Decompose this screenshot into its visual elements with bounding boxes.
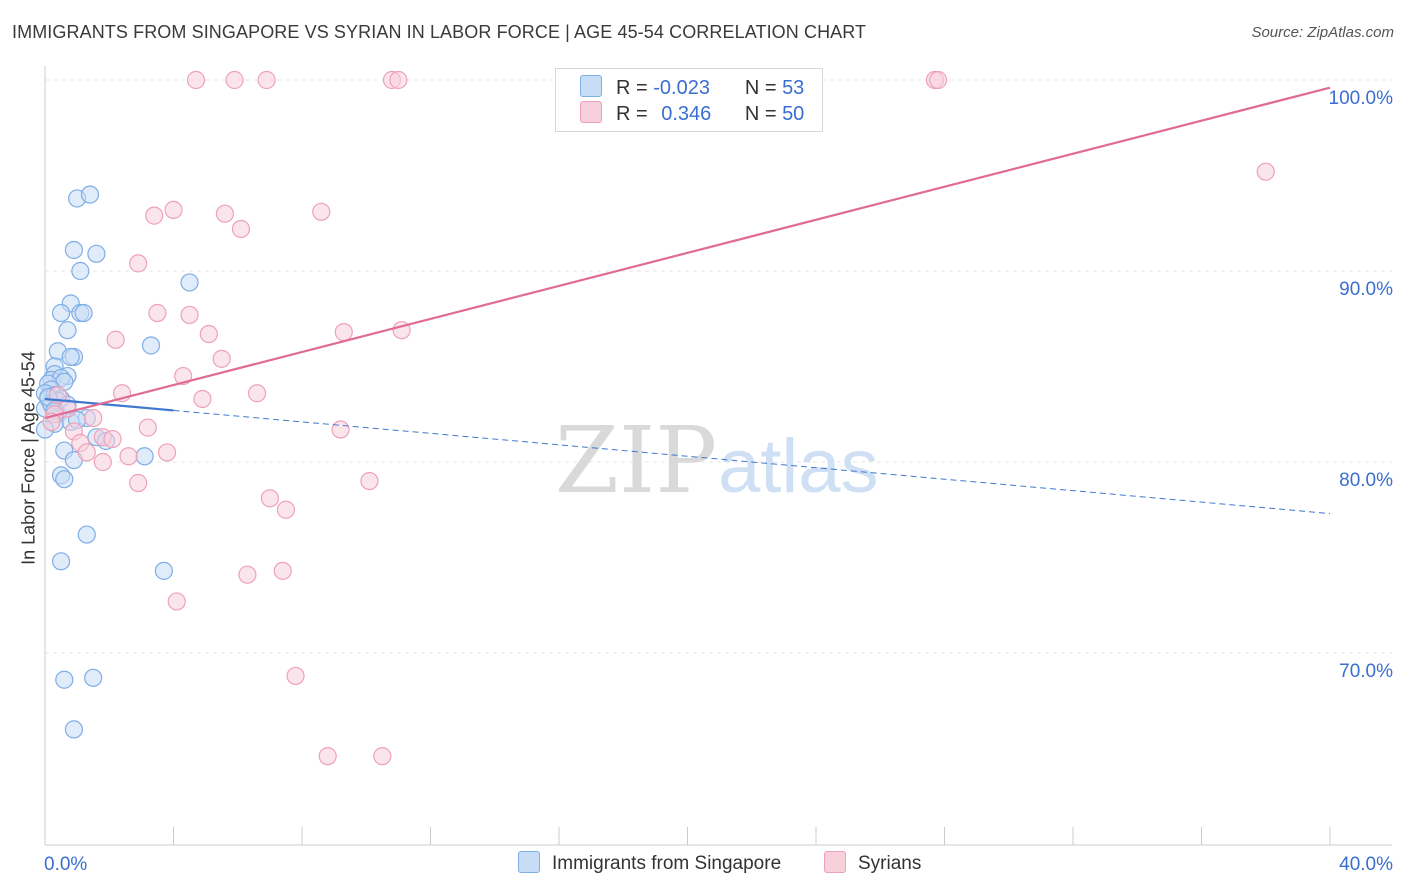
point-singapore-38 bbox=[135, 447, 154, 466]
axes bbox=[44, 66, 1392, 846]
point-syrians-0 bbox=[186, 70, 206, 90]
point-syrians-10 bbox=[215, 204, 234, 223]
point-singapore-4 bbox=[71, 261, 90, 281]
x-tick-label-max: 40.0% bbox=[1339, 854, 1393, 875]
point-singapore-11 bbox=[141, 336, 161, 355]
point-singapore-45 bbox=[84, 668, 103, 687]
point-syrians-17 bbox=[199, 324, 218, 344]
point-syrians-37 bbox=[157, 443, 177, 462]
y-tick-label-100: 100.0% bbox=[1329, 88, 1394, 109]
bottom-legend-label-singapore: Immigrants from Singapore bbox=[552, 853, 782, 874]
stats-legend: R = -0.023 N = 53 R = 0.346 N = 50 bbox=[555, 68, 823, 132]
bottom-legend-swatch-syrians bbox=[824, 851, 846, 873]
legend-n-label: N = bbox=[744, 103, 777, 125]
legend-n-label: N = bbox=[744, 77, 777, 99]
bottom-legend-syrians: Syrians bbox=[824, 851, 921, 875]
point-syrians-21 bbox=[174, 366, 193, 386]
point-syrians-44 bbox=[273, 561, 292, 580]
point-syrians-14 bbox=[148, 303, 167, 323]
point-syrians-8 bbox=[164, 200, 183, 219]
point-syrians-31 bbox=[331, 420, 350, 439]
point-syrians-43 bbox=[276, 500, 296, 519]
point-syrians-46 bbox=[167, 592, 186, 611]
point-syrians-39 bbox=[93, 452, 112, 472]
point-singapore-14 bbox=[61, 347, 80, 367]
y-tick-label-80: 80.0% bbox=[1339, 470, 1393, 491]
x-tick-label-min: 0.0% bbox=[44, 854, 87, 875]
point-singapore-10 bbox=[58, 321, 77, 340]
point-syrians-40 bbox=[360, 472, 379, 491]
point-syrians-47 bbox=[286, 666, 305, 686]
point-syrians-41 bbox=[129, 473, 148, 493]
point-singapore-5 bbox=[180, 273, 199, 292]
point-syrians-48 bbox=[318, 747, 337, 766]
legend-swatch-singapore bbox=[580, 75, 602, 97]
point-syrians-42 bbox=[260, 489, 279, 508]
trend-line-singapore-solid bbox=[44, 397, 174, 412]
legend-n-value-syrians: 50 bbox=[782, 103, 805, 125]
point-syrians-38 bbox=[77, 443, 96, 462]
trend-line-singapore-dashed bbox=[173, 409, 1331, 515]
point-syrians-7 bbox=[1256, 162, 1275, 181]
legend-row-syrians: R = 0.346 N = 50 bbox=[580, 101, 804, 127]
legend-r-label: R = bbox=[616, 77, 648, 99]
tick-labels: 70.0% 80.0% 90.0% 100.0% 0.0% 40.0% bbox=[44, 88, 1393, 875]
legend-n-value-singapore: 53 bbox=[782, 77, 805, 99]
trend-line-syrians bbox=[44, 86, 1331, 420]
point-syrians-23 bbox=[247, 384, 267, 403]
chart-title: IMMIGRANTS FROM SINGAPORE VS SYRIAN IN L… bbox=[12, 22, 867, 42]
bottom-legend-label-syrians: Syrians bbox=[858, 853, 922, 874]
point-syrians-20 bbox=[212, 349, 231, 368]
watermark: ZIP atlas bbox=[555, 407, 879, 514]
point-singapore-46 bbox=[64, 720, 84, 739]
point-singapore-40 bbox=[55, 470, 74, 489]
point-syrians-11 bbox=[312, 202, 331, 221]
point-singapore-42 bbox=[51, 552, 71, 571]
point-syrians-18 bbox=[334, 323, 353, 342]
point-syrians-15 bbox=[180, 305, 199, 325]
point-syrians-9 bbox=[145, 206, 164, 225]
bottom-legend-singapore: Immigrants from Singapore bbox=[518, 851, 781, 875]
point-singapore-3 bbox=[87, 244, 106, 263]
point-syrians-24 bbox=[193, 389, 212, 409]
point-singapore-9 bbox=[74, 303, 93, 323]
data-points bbox=[35, 70, 1275, 766]
point-syrians-13 bbox=[129, 254, 148, 273]
y-tick-label-90: 90.0% bbox=[1339, 279, 1393, 300]
source-credit: Source: ZipAtlas.com bbox=[1251, 24, 1394, 41]
point-singapore-41 bbox=[77, 525, 96, 544]
point-syrians-49 bbox=[373, 747, 392, 766]
point-singapore-7 bbox=[51, 303, 71, 323]
point-syrians-28 bbox=[84, 408, 103, 428]
point-syrians-45 bbox=[238, 565, 257, 584]
point-syrians-34 bbox=[103, 429, 122, 449]
trend-lines bbox=[44, 86, 1331, 515]
bottom-legend-swatch-singapore bbox=[518, 851, 540, 873]
point-syrians-6 bbox=[928, 70, 948, 90]
point-syrians-30 bbox=[138, 418, 157, 437]
point-singapore-43 bbox=[154, 561, 173, 580]
point-syrians-1 bbox=[225, 70, 244, 90]
legend-swatch-syrians bbox=[580, 101, 602, 123]
watermark-zip: ZIP bbox=[555, 407, 717, 514]
watermark-atlas: atlas bbox=[718, 424, 879, 509]
legend-r-value-singapore: -0.023 bbox=[653, 77, 710, 99]
y-tick-label-70: 70.0% bbox=[1339, 661, 1393, 682]
point-syrians-2 bbox=[257, 70, 276, 90]
point-syrians-16 bbox=[106, 330, 125, 349]
legend-row-singapore: R = -0.023 N = 53 bbox=[580, 75, 804, 101]
y-axis-label: In Labor Force | Age 45-54 bbox=[18, 351, 39, 565]
legend-r-label: R = bbox=[616, 103, 648, 125]
point-singapore-1 bbox=[80, 185, 100, 204]
point-syrians-36 bbox=[119, 447, 138, 466]
point-syrians-12 bbox=[231, 219, 251, 239]
point-syrians-4 bbox=[389, 70, 408, 90]
point-singapore-44 bbox=[55, 670, 74, 689]
legend-r-value-syrians: 0.346 bbox=[661, 103, 712, 125]
point-singapore-2 bbox=[64, 240, 84, 260]
